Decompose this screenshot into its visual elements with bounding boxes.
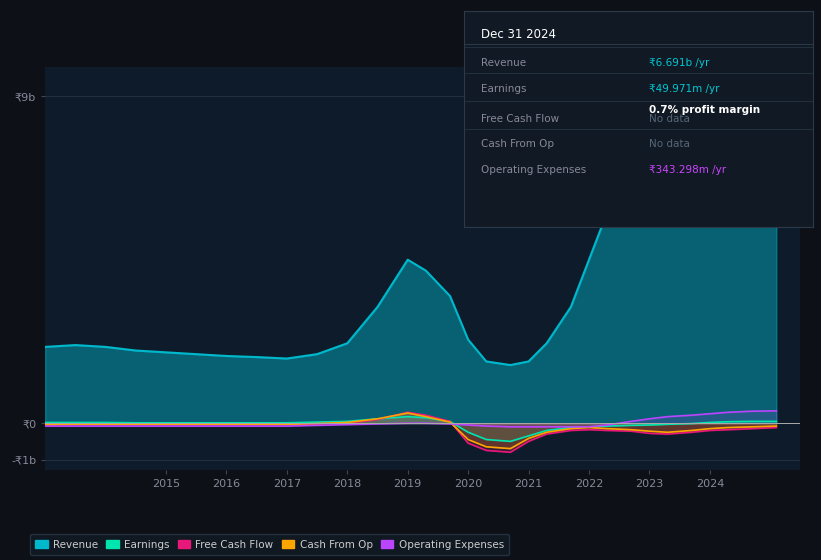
Text: Revenue: Revenue [481, 58, 526, 68]
Text: Dec 31 2024: Dec 31 2024 [481, 29, 557, 41]
Legend: Revenue, Earnings, Free Cash Flow, Cash From Op, Operating Expenses: Revenue, Earnings, Free Cash Flow, Cash … [30, 534, 509, 555]
Text: No data: No data [649, 114, 690, 124]
Text: No data: No data [649, 139, 690, 149]
Text: ₹6.691b /yr: ₹6.691b /yr [649, 58, 709, 68]
Text: 0.7% profit margin: 0.7% profit margin [649, 105, 760, 115]
Text: Operating Expenses: Operating Expenses [481, 165, 586, 175]
Text: Cash From Op: Cash From Op [481, 139, 554, 149]
Text: ₹343.298m /yr: ₹343.298m /yr [649, 165, 726, 175]
Text: Earnings: Earnings [481, 84, 527, 94]
Text: Free Cash Flow: Free Cash Flow [481, 114, 559, 124]
Text: ₹49.971m /yr: ₹49.971m /yr [649, 84, 719, 94]
